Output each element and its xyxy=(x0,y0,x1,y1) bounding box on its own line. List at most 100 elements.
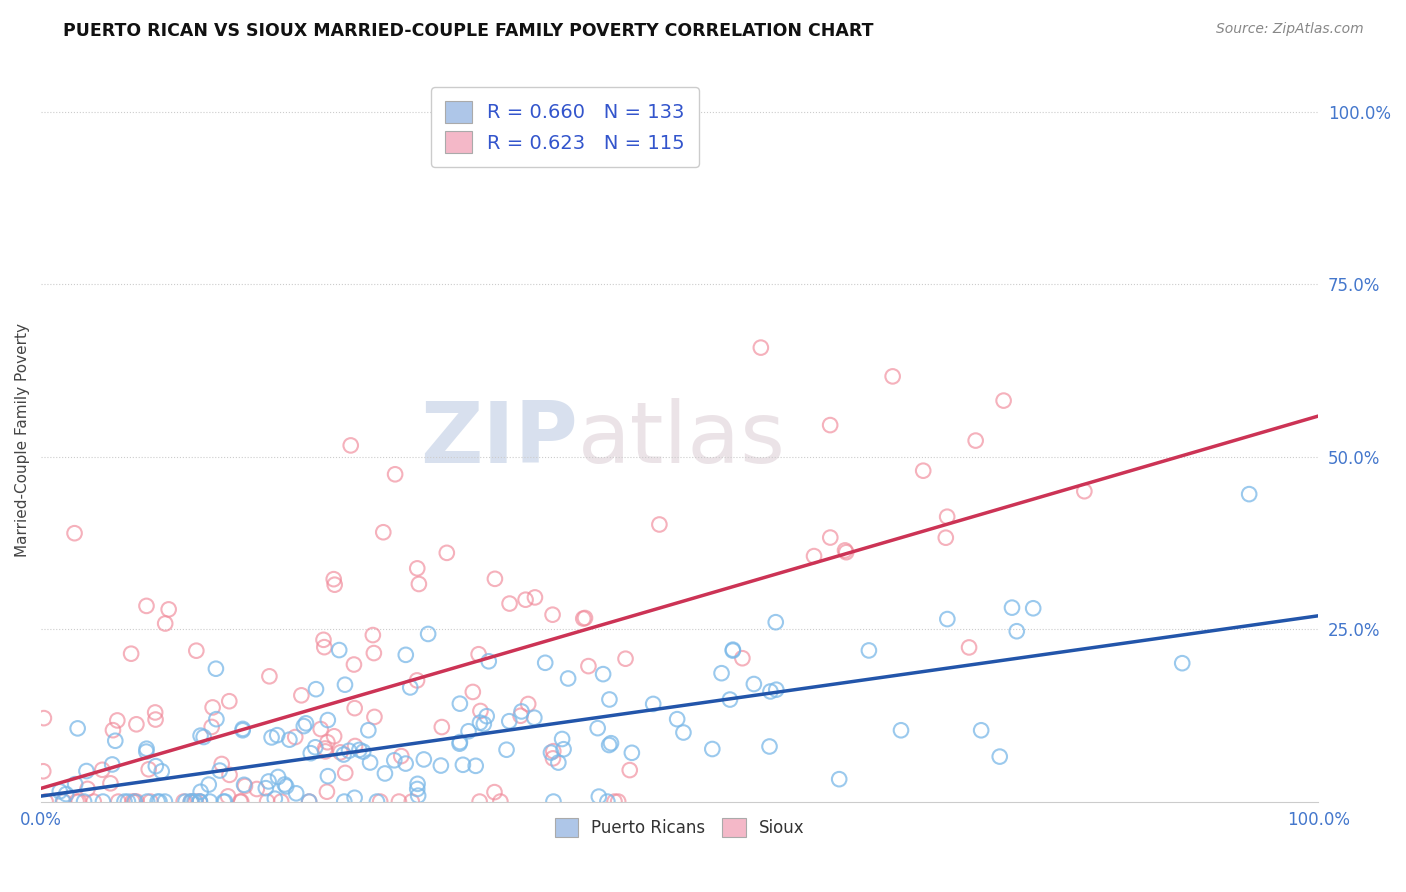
Point xyxy=(388,795,411,809)
Point xyxy=(193,730,215,744)
Point xyxy=(138,762,160,776)
Point xyxy=(76,781,98,796)
Point xyxy=(211,756,233,771)
Point xyxy=(449,697,471,711)
Point xyxy=(818,418,841,433)
Point xyxy=(217,789,239,804)
Point xyxy=(464,759,486,773)
Point xyxy=(523,711,546,725)
Point xyxy=(100,776,122,790)
Point xyxy=(596,795,619,809)
Text: PUERTO RICAN VS SIOUX MARRIED-COUPLE FAMILY POVERTY CORRELATION CHART: PUERTO RICAN VS SIOUX MARRIED-COUPLE FAM… xyxy=(63,22,873,40)
Point xyxy=(323,729,346,743)
Point xyxy=(406,561,429,575)
Point xyxy=(349,743,371,757)
Point xyxy=(373,525,395,540)
Point xyxy=(276,780,298,794)
Point xyxy=(343,701,366,715)
Point xyxy=(316,735,339,749)
Point xyxy=(180,795,202,809)
Point xyxy=(1001,600,1024,615)
Point xyxy=(361,628,384,642)
Point xyxy=(284,730,307,744)
Point xyxy=(183,795,205,809)
Point xyxy=(146,795,169,809)
Point xyxy=(666,712,689,726)
Point xyxy=(406,777,429,791)
Point xyxy=(190,785,212,799)
Point xyxy=(936,612,959,626)
Point xyxy=(273,777,295,791)
Point xyxy=(721,643,744,657)
Point xyxy=(498,714,520,729)
Point xyxy=(478,654,501,668)
Point xyxy=(957,640,980,655)
Point xyxy=(523,591,546,605)
Point xyxy=(107,795,129,809)
Point xyxy=(451,757,474,772)
Point xyxy=(314,744,336,758)
Point xyxy=(541,751,564,765)
Point xyxy=(384,467,406,482)
Legend: Puerto Ricans, Sioux: Puerto Ricans, Sioux xyxy=(548,812,811,844)
Point xyxy=(970,723,993,738)
Point xyxy=(104,733,127,747)
Point xyxy=(758,739,780,754)
Point xyxy=(1005,624,1028,639)
Point xyxy=(233,778,256,792)
Point xyxy=(232,723,254,738)
Point xyxy=(648,517,671,532)
Point xyxy=(517,697,540,711)
Point xyxy=(212,795,235,809)
Point xyxy=(834,543,856,558)
Point xyxy=(359,756,381,770)
Point xyxy=(598,692,620,706)
Point xyxy=(298,795,321,809)
Point xyxy=(912,464,935,478)
Point xyxy=(184,795,207,809)
Point xyxy=(337,744,360,758)
Point xyxy=(233,779,256,793)
Point xyxy=(188,795,211,809)
Point xyxy=(332,747,354,762)
Point xyxy=(173,795,195,809)
Point xyxy=(143,706,166,720)
Point xyxy=(619,763,641,777)
Point xyxy=(309,722,332,736)
Point xyxy=(292,719,315,733)
Y-axis label: Married-Couple Family Poverty: Married-Couple Family Poverty xyxy=(15,323,30,557)
Point xyxy=(363,710,385,724)
Point xyxy=(322,572,344,586)
Point xyxy=(731,651,754,665)
Point xyxy=(475,709,498,723)
Point xyxy=(408,577,430,591)
Point xyxy=(541,607,564,622)
Point xyxy=(543,795,565,809)
Point xyxy=(73,795,96,809)
Point xyxy=(389,749,412,764)
Point xyxy=(198,795,221,809)
Point xyxy=(1171,656,1194,670)
Point xyxy=(343,790,366,805)
Point xyxy=(312,632,335,647)
Point xyxy=(553,742,575,756)
Point xyxy=(55,787,77,801)
Point xyxy=(430,720,453,734)
Point xyxy=(551,731,574,746)
Point xyxy=(988,749,1011,764)
Point xyxy=(333,795,356,809)
Point xyxy=(572,611,595,625)
Point xyxy=(150,764,173,779)
Point xyxy=(395,648,418,662)
Point xyxy=(412,752,434,766)
Point xyxy=(120,647,142,661)
Point xyxy=(260,731,283,745)
Point xyxy=(352,745,374,759)
Point xyxy=(135,599,157,613)
Point xyxy=(614,651,637,665)
Point xyxy=(52,795,75,809)
Point xyxy=(263,791,285,805)
Point xyxy=(600,736,623,750)
Point xyxy=(333,678,356,692)
Point xyxy=(357,723,380,738)
